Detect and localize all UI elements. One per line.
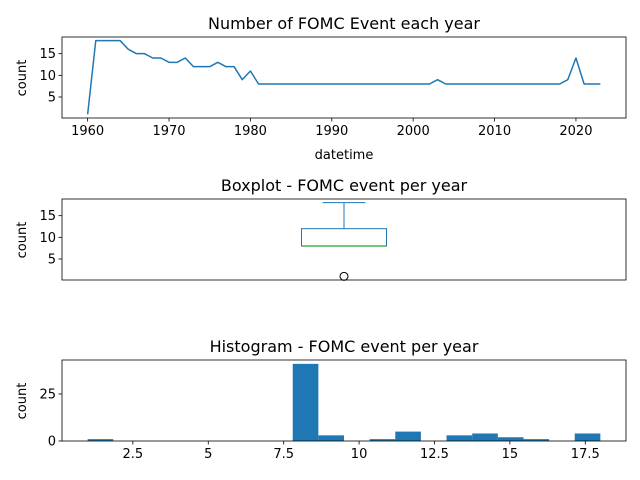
histogram-bar <box>472 433 498 441</box>
histogram-xtick-label: 12.5 <box>420 447 449 462</box>
boxplot-panel: Boxplot - FOMC event per year count 5 10 1… <box>15 176 627 281</box>
line-chart-xtick-label: 2000 <box>397 124 430 139</box>
boxplot-ylabel: count <box>15 222 30 259</box>
histogram-xtick-label: 7.5 <box>273 447 294 462</box>
boxplot-title: Boxplot - FOMC event per year <box>221 176 468 195</box>
histogram-panel: Histogram - FOMC event per year count 2.… <box>15 337 627 462</box>
histogram-ylabel: count <box>15 383 30 420</box>
line-chart-ytick-label: 5 <box>48 90 56 105</box>
boxplot-ytick-label: 15 <box>39 209 56 224</box>
histogram-bar <box>395 431 421 441</box>
histogram-bar <box>497 437 524 441</box>
line-chart-xtick-label: 1990 <box>315 124 348 139</box>
line-chart-x-ticks: 1960 1970 1980 1990 2000 2010 2020 <box>71 118 592 139</box>
histogram-ytick-label: 25 <box>39 387 56 402</box>
boxplot-box-group <box>301 202 387 281</box>
histogram-y-ticks: 0 25 <box>39 387 62 450</box>
histogram-frame <box>61 359 627 442</box>
histogram-xtick-label: 17.5 <box>571 447 600 462</box>
histogram-ytick-label: 0 <box>48 435 56 450</box>
boxplot-outlier-point <box>339 271 349 281</box>
histogram-bar <box>87 439 114 441</box>
line-chart-panel: Number of FOMC Event each year datetime … <box>15 14 627 163</box>
boxplot-frame <box>61 198 627 281</box>
boxplot-y-ticks: 5 10 15 <box>39 209 62 267</box>
line-chart-xtick-label: 2010 <box>478 124 511 139</box>
histogram-xtick-label: 5 <box>204 447 212 462</box>
boxplot-ytick-label: 10 <box>39 231 56 246</box>
boxplot-ytick-label: 5 <box>48 252 56 267</box>
line-chart-ytick-label: 10 <box>39 69 56 84</box>
histogram-bars <box>87 363 601 441</box>
histogram-bar <box>574 433 601 441</box>
histogram-bar <box>446 435 473 441</box>
line-chart-xtick-label: 1980 <box>234 124 267 139</box>
histogram-bar <box>523 439 550 441</box>
line-chart-plot-area <box>62 37 626 118</box>
line-chart-xtick-label: 2020 <box>559 124 592 139</box>
histogram-xtick-label: 2.5 <box>123 447 144 462</box>
line-chart-ytick-label: 15 <box>39 47 56 62</box>
line-chart-ylabel: count <box>15 60 30 97</box>
histogram-xtick-label: 10 <box>351 447 368 462</box>
line-chart-frame <box>61 36 627 119</box>
line-chart-title: Number of FOMC Event each year <box>208 14 480 33</box>
histogram-xtick-label: 15 <box>502 447 519 462</box>
line-chart-xtick-label: 1970 <box>152 124 185 139</box>
histogram-bar <box>292 363 319 441</box>
histogram-title: Histogram - FOMC event per year <box>210 337 479 356</box>
histogram-bar <box>369 439 396 441</box>
histogram-bar <box>318 435 344 441</box>
line-chart-xtick-label: 1960 <box>71 124 104 139</box>
line-chart-y-ticks: 5 10 15 <box>39 47 62 105</box>
line-chart-xlabel: datetime <box>315 148 374 163</box>
series-line-fomc-events <box>86 39 601 115</box>
boxplot-box <box>301 228 387 247</box>
histogram-x-ticks: 2.5 5 7.5 10 12.5 15 17.5 <box>123 441 600 462</box>
